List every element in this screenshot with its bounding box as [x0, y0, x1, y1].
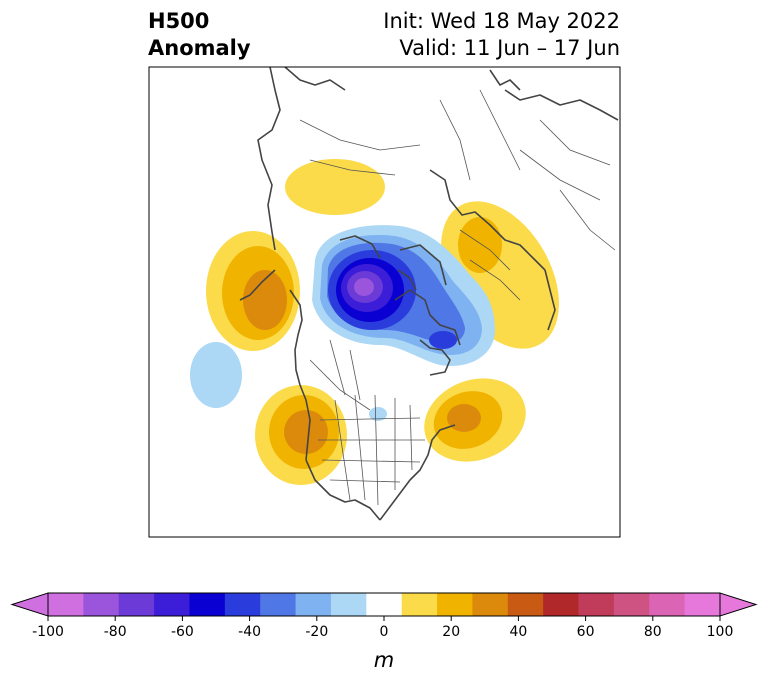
colorbar-segment	[472, 593, 509, 616]
anomaly-positive-north	[285, 159, 385, 215]
colorbar-extend-min	[10, 592, 49, 617]
chart-title-right: Init: Wed 18 May 2022 Valid: 11 Jun – 17…	[383, 8, 620, 62]
anomaly-negative-pacific	[190, 342, 242, 408]
colorbar-tick-label: -60	[171, 624, 194, 640]
colorbar-segment	[543, 593, 580, 616]
colorbar-unit-label: m	[374, 648, 394, 672]
colorbar-segment	[578, 593, 615, 616]
colorbar-tick-label: 0	[380, 624, 389, 640]
chart-title-left: H500 Anomaly	[148, 8, 251, 62]
coastlines	[239, 67, 619, 521]
colorbar-extend-max	[719, 592, 758, 617]
anomaly-positive-atlantic-core	[447, 404, 481, 432]
colorbar-segment	[295, 593, 332, 616]
colorbar-tick-label: 20	[442, 624, 460, 640]
title-valid: Valid: 11 Jun – 17 Jun	[399, 36, 620, 60]
colorbar-tick-label: 40	[509, 624, 527, 640]
colorbar-segment	[260, 593, 297, 616]
colorbar-segment	[684, 593, 721, 616]
map-area	[149, 67, 620, 537]
colorbar: -100 -80 -60 -40 -20 0 20 40 60 80 100 m	[10, 592, 758, 672]
colorbar-tick-label: 80	[644, 624, 662, 640]
colorbar-segment	[330, 593, 367, 616]
anomaly-negative-polar-8	[354, 278, 374, 296]
title-variable: H500	[148, 9, 210, 33]
map-frame	[148, 66, 621, 538]
colorbar-tick-label: 100	[707, 624, 734, 640]
colorbar-segment	[437, 593, 473, 616]
colorbar-tick-label: -20	[305, 624, 328, 640]
anomaly-positive-pacific-core	[243, 270, 287, 330]
colorbar-segment	[154, 593, 190, 616]
colorbar-tick-label: -80	[104, 624, 127, 640]
colorbar-segment	[189, 593, 226, 616]
colorbar-segment	[48, 593, 84, 616]
title-init: Init: Wed 18 May 2022	[383, 9, 620, 33]
title-type: Anomaly	[148, 36, 251, 60]
colorbar-tick-label: 60	[577, 624, 595, 640]
colorbar-segment	[118, 593, 155, 616]
colorbar-segment	[649, 593, 686, 616]
colorbar-segment	[83, 593, 120, 616]
anomaly-positive-europe-core	[458, 217, 502, 273]
colorbar-segment	[507, 593, 544, 616]
anomaly-negative-central-small	[369, 407, 387, 421]
country-borders	[299, 89, 616, 506]
anomaly-positive-west-us-core	[284, 410, 328, 454]
colorbar-segment	[224, 593, 261, 616]
colorbar-segment	[613, 593, 650, 616]
colorbar-tick-label: -100	[32, 624, 64, 640]
colorbar-segment	[401, 593, 438, 616]
colorbar-tick-label: -40	[238, 624, 261, 640]
anomaly-negative-hudson	[429, 331, 457, 349]
colorbar-segment	[366, 593, 403, 616]
